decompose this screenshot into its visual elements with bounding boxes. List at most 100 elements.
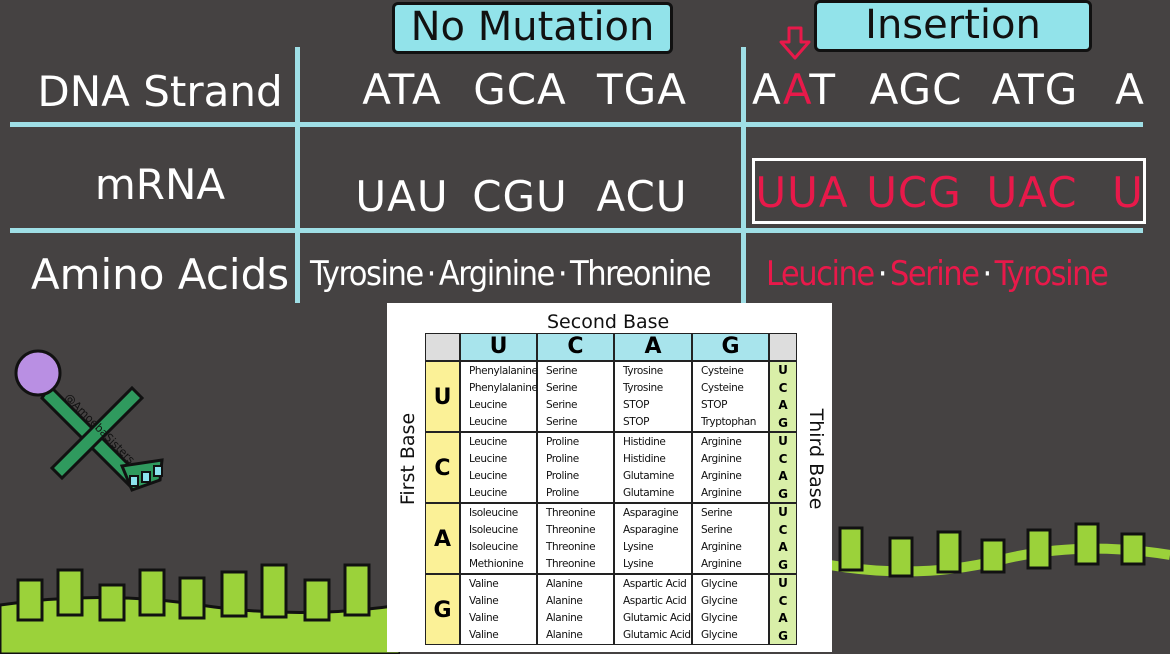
amino-acid-entry: Alanine: [546, 629, 583, 641]
mrna-codon: UUA: [755, 168, 849, 217]
amino-acid: Threonine: [570, 254, 712, 294]
third-base-letter: C: [778, 380, 788, 395]
amino-acid-entry: Arginine: [701, 487, 742, 499]
dna-codon: GCA: [473, 65, 567, 114]
third-base-letter: U: [778, 363, 788, 377]
dna-base: T: [809, 65, 837, 114]
amino-acid-entry: Tryptophan: [701, 416, 757, 428]
codon-cell: Alanine Alanine Alanine Alanine: [537, 574, 614, 645]
amino-acid: Tyrosine: [310, 254, 424, 294]
third-base-letter: A: [778, 398, 788, 412]
third-base-letter: G: [778, 557, 788, 572]
third-base-letter: U: [778, 505, 788, 519]
mrna-codon: UCG: [866, 168, 962, 217]
separator-dot: ·: [557, 254, 568, 294]
amino-acid-entry: Alanine: [546, 595, 583, 607]
amino-acid-entry: Threonine: [546, 507, 596, 519]
amino-acid-entry: Lysine: [623, 558, 654, 570]
amino-acid-entry: Valine: [469, 612, 499, 624]
amino-acid-entry: Asparagine: [623, 524, 679, 536]
header-insertion: Insertion: [814, 0, 1092, 52]
codon-cell: Serine Serine Arginine Arginine: [692, 503, 769, 574]
codon-cell: Aspartic Acid Aspartic Acid Glutamic Acid G…: [614, 574, 692, 645]
third-base-letter: U: [778, 576, 788, 590]
amino-acid-entry: Arginine: [701, 436, 742, 448]
amino-acid-entry: Proline: [546, 470, 579, 482]
amino-acid: Tyrosine: [994, 254, 1109, 294]
codon-cell: Arginine Arginine Arginine Arginine: [692, 432, 769, 503]
header-no-mutation: No Mutation: [392, 2, 673, 54]
amino-acid-entry: Phenylalanine: [469, 382, 538, 394]
amino-acid-chain-mutated: Leucine · Serine · Tyrosine: [766, 254, 1109, 294]
amino-acid-entry: STOP: [623, 399, 650, 411]
third-base-letter: A: [778, 611, 788, 625]
third-base-letter: A: [778, 540, 788, 554]
trna-illustration: @AmoebaSisters: [14, 349, 164, 492]
mrna-codon: ACU: [596, 172, 688, 221]
first-base-cell: A: [425, 503, 460, 574]
amino-acid-entry: Glutamic Acid: [623, 629, 691, 641]
second-base-title: Second Base: [547, 311, 670, 333]
amino-acid-entry: Glutamic Acid: [623, 612, 691, 624]
table-corner: [769, 333, 797, 361]
first-base-cell: G: [425, 574, 460, 645]
amino-acid-entry: Tyrosine: [623, 365, 663, 377]
divider-vertical-2: [741, 47, 746, 303]
amino-acid-entry: Leucine: [469, 416, 507, 428]
amino-acid-entry: Valine: [469, 629, 499, 641]
codon-cell: Phenylalanine Phenylalanine Leucine Leucine: [460, 361, 538, 432]
codon-cell: Proline Proline Proline Proline: [537, 432, 614, 503]
amino-acid-entry: Glycine: [701, 578, 738, 590]
third-base-letter: C: [778, 593, 788, 608]
third-base-letter: A: [778, 469, 788, 483]
grass-left: [0, 563, 400, 654]
amino-acid-entry: Threonine: [546, 558, 596, 570]
third-base-letter: G: [778, 628, 788, 643]
first-base-cell: U: [425, 361, 460, 432]
mrna-codon: CGU: [472, 172, 568, 221]
amino-acid-entry: Isoleucine: [469, 524, 518, 536]
amino-acid-entry: Leucine: [469, 436, 507, 448]
amino-acid-entry: Glycine: [701, 612, 738, 624]
codon-cell: Leucine Leucine Leucine Leucine: [460, 432, 537, 503]
amino-acid-entry: Valine: [469, 578, 499, 590]
divider-horizontal-1: [10, 122, 1143, 127]
grass-right: [830, 522, 1170, 654]
second-base-header: A: [614, 333, 692, 361]
first-base-title: First Base: [397, 412, 419, 506]
codon-cell: Valine Valine Valine Valine: [460, 574, 537, 645]
dna-base: A: [752, 65, 783, 114]
amino-acid-entry: Alanine: [546, 612, 583, 624]
amino-acid-entry: Aspartic Acid: [623, 578, 687, 590]
amino-acid-entry: Histidine: [623, 453, 666, 465]
divider-vertical-1: [295, 47, 300, 303]
amino-acid-entry: Arginine: [701, 453, 742, 465]
row-label-amino-acids: Amino Acids: [30, 250, 290, 299]
amino-acid-entry: Leucine: [469, 470, 507, 482]
amino-acid: Leucine: [766, 254, 875, 294]
dna-codon: ATA: [362, 65, 442, 114]
amino-acid-entry: Threonine: [546, 541, 596, 553]
mrna-codon: UAC: [986, 168, 1078, 217]
amino-acid-entry: Arginine: [701, 541, 742, 553]
amino-acid: Arginine: [438, 254, 555, 294]
amino-acid-entry: Leucine: [469, 453, 507, 465]
amino-acid-entry: Threonine: [546, 524, 596, 536]
amino-acid-entry: Tyrosine: [623, 382, 663, 394]
amino-acid-entry: Leucine: [469, 487, 507, 499]
amino-acid-entry: Glutamine: [623, 487, 674, 499]
amino-acid: Serine: [889, 254, 980, 294]
amino-acid-entry: Isoleucine: [469, 541, 518, 553]
third-base-letter: C: [778, 522, 788, 537]
inserted-base: A: [782, 65, 810, 114]
codon-cell: Tyrosine Tyrosine STOP STOP: [614, 361, 692, 432]
codon-cell: Serine Serine Serine Serine: [537, 361, 614, 432]
amino-acid-entry: Serine: [701, 524, 733, 536]
mrna-codon: UAU: [355, 172, 449, 221]
amino-acid-entry: Methionine: [469, 558, 524, 570]
amino-acid-entry: Proline: [546, 453, 579, 465]
